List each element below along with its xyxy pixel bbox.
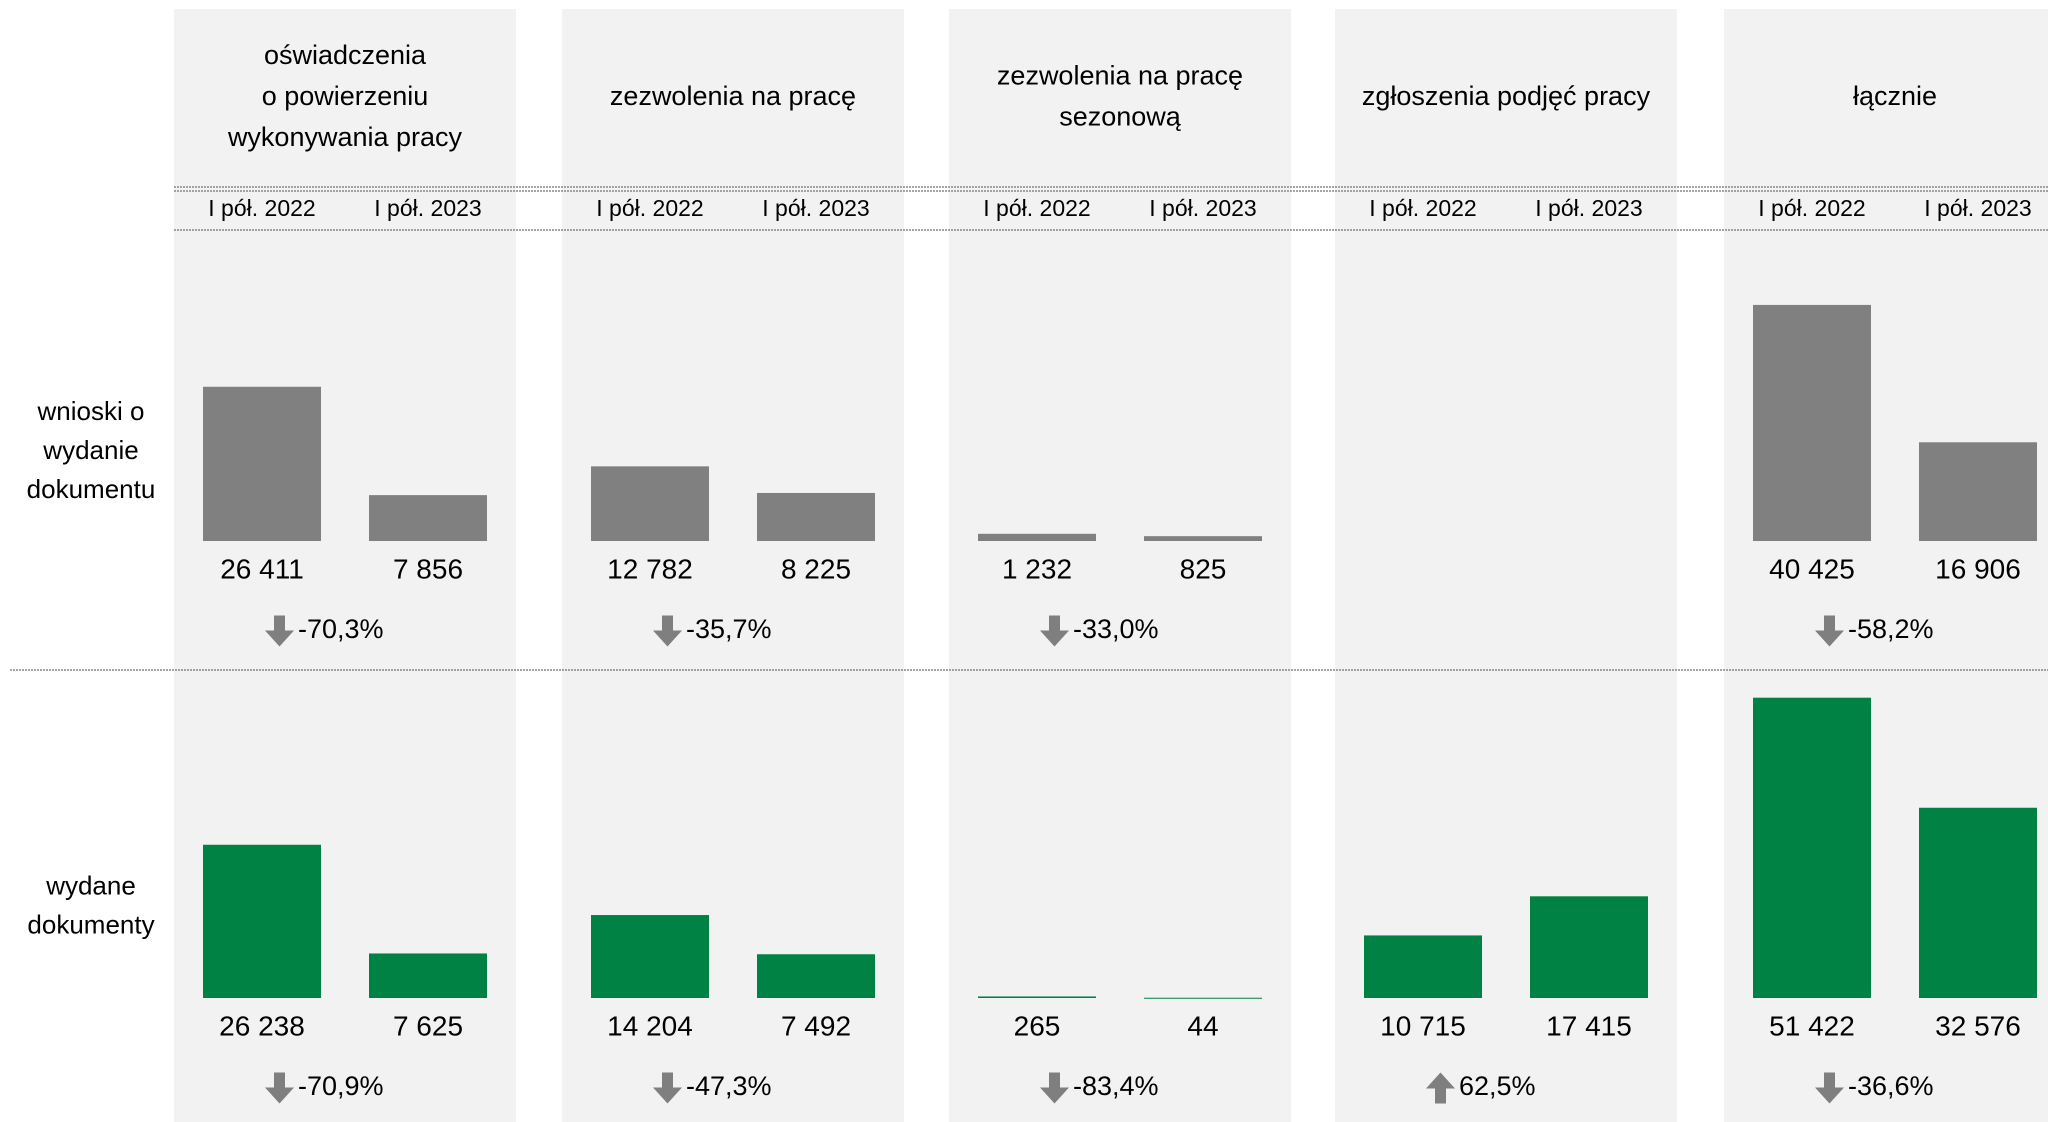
period-label: I pół. 2023 bbox=[1149, 195, 1256, 221]
value-label: 7 856 bbox=[393, 553, 463, 584]
change-label: -35,7% bbox=[686, 614, 772, 644]
bar bbox=[978, 996, 1096, 998]
value-label: 40 425 bbox=[1769, 553, 1855, 584]
value-label: 265 bbox=[1014, 1010, 1061, 1041]
bar bbox=[757, 954, 875, 998]
bar bbox=[203, 386, 321, 541]
value-label: 16 906 bbox=[1935, 553, 2021, 584]
bar bbox=[369, 953, 487, 998]
period-label: I pół. 2022 bbox=[1369, 195, 1476, 221]
column-title: wykonywania pracy bbox=[227, 122, 463, 152]
trend-arrow bbox=[265, 615, 294, 647]
change-label: -83,4% bbox=[1073, 1071, 1159, 1101]
trend-arrow bbox=[265, 1072, 294, 1104]
bar bbox=[1753, 304, 1871, 541]
value-label: 7 625 bbox=[393, 1010, 463, 1041]
column-title: sezonową bbox=[1059, 102, 1182, 132]
row-label: wnioski o bbox=[37, 396, 145, 426]
value-label: 51 422 bbox=[1769, 1010, 1855, 1041]
column-title: łącznie bbox=[1853, 81, 1937, 111]
value-label: 12 782 bbox=[607, 553, 693, 584]
trend-arrow bbox=[1815, 1072, 1844, 1104]
column-title: o powierzeniu bbox=[262, 81, 429, 111]
bar bbox=[1753, 697, 1871, 998]
row-label: dokumentu bbox=[27, 474, 156, 504]
value-label: 32 576 bbox=[1935, 1010, 2021, 1041]
row-label: wydane bbox=[45, 870, 136, 900]
row-label: wydanie bbox=[42, 435, 138, 465]
value-label: 1 232 bbox=[1002, 553, 1072, 584]
bar bbox=[591, 915, 709, 998]
column-background bbox=[949, 9, 1291, 1122]
value-label: 17 415 bbox=[1546, 1010, 1632, 1041]
period-label: I pół. 2022 bbox=[208, 195, 315, 221]
change-label: 62,5% bbox=[1459, 1071, 1536, 1101]
period-label: I pół. 2023 bbox=[762, 195, 869, 221]
period-label: I pół. 2022 bbox=[983, 195, 1090, 221]
value-label: 44 bbox=[1187, 1010, 1218, 1041]
period-label: I pół. 2023 bbox=[374, 195, 481, 221]
period-label: I pół. 2022 bbox=[1758, 195, 1865, 221]
bar bbox=[1530, 896, 1648, 998]
period-label: I pół. 2023 bbox=[1924, 195, 2031, 221]
bar bbox=[1144, 997, 1262, 999]
change-label: -58,2% bbox=[1848, 614, 1934, 644]
period-label: I pół. 2022 bbox=[596, 195, 703, 221]
value-label: 10 715 bbox=[1380, 1010, 1466, 1041]
value-label: 26 238 bbox=[219, 1010, 305, 1041]
change-label: -33,0% bbox=[1073, 614, 1159, 644]
row-label: dokumenty bbox=[27, 909, 154, 939]
value-label: 7 492 bbox=[781, 1010, 851, 1041]
trend-arrow bbox=[1426, 1072, 1455, 1104]
change-label: -70,3% bbox=[298, 614, 384, 644]
trend-arrow bbox=[1040, 1072, 1069, 1104]
column-title: zezwolenia na pracę bbox=[997, 61, 1243, 91]
change-label: -36,6% bbox=[1848, 1071, 1934, 1101]
bar bbox=[1364, 935, 1482, 998]
trend-arrow bbox=[653, 1072, 682, 1104]
value-label: 825 bbox=[1180, 553, 1227, 584]
trend-arrow bbox=[1040, 615, 1069, 647]
bar bbox=[978, 533, 1096, 541]
period-label: I pół. 2023 bbox=[1535, 195, 1642, 221]
column-title: zgłoszenia podjęć pracy bbox=[1362, 81, 1651, 111]
value-label: 14 204 bbox=[607, 1010, 693, 1041]
column-title: oświadczenia bbox=[264, 40, 427, 70]
bar bbox=[1144, 536, 1262, 541]
bar bbox=[369, 495, 487, 541]
column-title: zezwolenia na pracę bbox=[610, 81, 856, 111]
bar bbox=[203, 844, 321, 998]
value-label: 26 411 bbox=[220, 553, 304, 584]
change-label: -70,9% bbox=[298, 1071, 384, 1101]
trend-arrow bbox=[1815, 615, 1844, 647]
bar bbox=[1919, 807, 2037, 998]
bar bbox=[1919, 442, 2037, 541]
bar bbox=[757, 492, 875, 541]
value-label: 8 225 bbox=[781, 553, 851, 584]
bar bbox=[591, 466, 709, 541]
trend-arrow bbox=[653, 615, 682, 647]
change-label: -47,3% bbox=[686, 1071, 772, 1101]
